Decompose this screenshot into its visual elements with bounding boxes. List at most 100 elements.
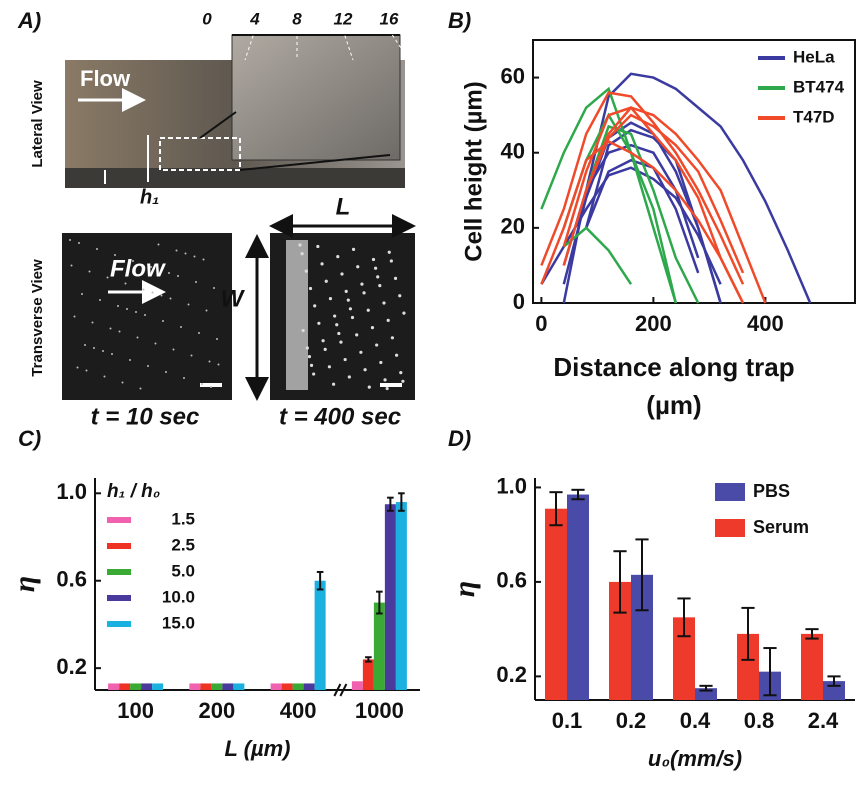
flow-label: Flow <box>110 255 166 282</box>
y-axis-title: Cell height (µm) <box>460 81 487 262</box>
bar <box>292 683 304 690</box>
bar <box>130 683 142 690</box>
cell-dot <box>103 375 106 378</box>
cell-dot <box>398 294 402 298</box>
cell-dot <box>184 252 187 255</box>
cell-dot <box>360 282 364 286</box>
bar <box>222 683 234 690</box>
cell-dot <box>307 355 312 359</box>
scale-tick-label: 8 <box>292 9 302 28</box>
bar <box>200 683 212 690</box>
bar <box>152 683 164 690</box>
cell-dot <box>124 282 127 285</box>
y-tick-label: 0.2 <box>496 662 527 687</box>
bar <box>545 508 567 700</box>
bar <box>303 683 315 690</box>
x-tick-label: 400 <box>747 311 784 336</box>
error-bar <box>549 491 563 527</box>
bar <box>314 580 326 690</box>
cell-dot <box>370 326 375 330</box>
legend-title: h₁ / h₀ <box>107 481 160 502</box>
cell-dot <box>102 350 104 352</box>
legend-label: PBS <box>753 481 790 501</box>
cell-dot <box>85 369 88 372</box>
cell-dot <box>313 304 317 308</box>
bar <box>108 683 120 690</box>
bar <box>673 617 695 700</box>
cell-dot <box>139 387 142 390</box>
y-tick-label: 0.6 <box>56 567 87 592</box>
x-axis-title: Distance along trap <box>553 352 794 382</box>
cell-profile <box>585 113 745 274</box>
x-tick-label: 1000 <box>355 698 404 723</box>
y-tick-label: 20 <box>501 214 525 239</box>
cell-dot <box>132 260 134 262</box>
cell-dots <box>69 239 406 391</box>
legend-swatch <box>107 621 131 627</box>
error-bar <box>571 488 585 501</box>
error-bar <box>398 492 405 512</box>
y-tick-label: 0.2 <box>56 654 87 679</box>
cell-dot <box>114 254 116 256</box>
cell-dot <box>69 239 71 241</box>
error-bar <box>387 496 394 512</box>
bar <box>351 681 363 690</box>
cell-dot <box>96 248 98 250</box>
scale-tick-label: 12 <box>334 9 353 28</box>
y-tick-label: 1.0 <box>56 479 87 504</box>
cell-dot <box>378 284 382 288</box>
cell-profile <box>584 128 722 304</box>
cell-dot <box>216 338 218 340</box>
cell-dot <box>136 336 139 339</box>
cell-dot <box>374 266 378 270</box>
cell-dot <box>301 328 305 333</box>
cell-dot <box>351 247 356 251</box>
panel-label: B) <box>448 8 471 33</box>
cell-dot <box>387 250 391 254</box>
cell-dot <box>78 242 80 244</box>
cell-dot <box>339 340 343 344</box>
cell-dot <box>162 320 164 322</box>
scale-tick-label: 0 <box>202 9 212 28</box>
cell-dot <box>399 371 403 375</box>
y-tick-label: 1.0 <box>496 473 527 498</box>
bar <box>119 683 131 690</box>
legend-swatch <box>107 517 131 523</box>
cell-dot <box>309 363 314 367</box>
cell-dot <box>142 288 145 291</box>
cell-profile <box>562 106 767 304</box>
cell-dot <box>379 360 383 365</box>
view-label: Transverse View <box>29 259 46 377</box>
cell-dot <box>366 308 370 312</box>
x-axis-title: (µm) <box>646 390 701 420</box>
cell-dot <box>198 332 200 334</box>
error-bar <box>677 597 691 638</box>
y-tick-label: 60 <box>501 63 525 88</box>
cell-dot <box>109 327 112 330</box>
zoom-line <box>239 154 391 171</box>
x-tick-label: 0.1 <box>552 708 583 733</box>
cell-dot <box>343 357 347 362</box>
cell-dot <box>346 298 350 302</box>
panel-label: C) <box>18 426 41 451</box>
cell-dot <box>117 305 119 307</box>
cell-dot <box>126 308 128 310</box>
cell-dot <box>151 291 154 294</box>
error-bar <box>635 538 649 612</box>
cell-profile <box>540 166 722 285</box>
cell-dot <box>106 276 109 279</box>
cell-dot <box>323 347 327 351</box>
cell-dot <box>393 276 398 280</box>
cell-dot <box>324 279 328 283</box>
bar <box>211 683 223 690</box>
h1-label: h₁ <box>140 186 159 208</box>
legend-label: 15.0 <box>162 613 195 632</box>
cell-dot <box>205 309 208 312</box>
cell-dot <box>350 315 355 320</box>
bar <box>737 633 759 700</box>
cell-dot <box>335 323 339 327</box>
cell-dot <box>401 379 405 383</box>
cell-profile <box>540 139 745 304</box>
panel-label: A) <box>17 8 41 33</box>
